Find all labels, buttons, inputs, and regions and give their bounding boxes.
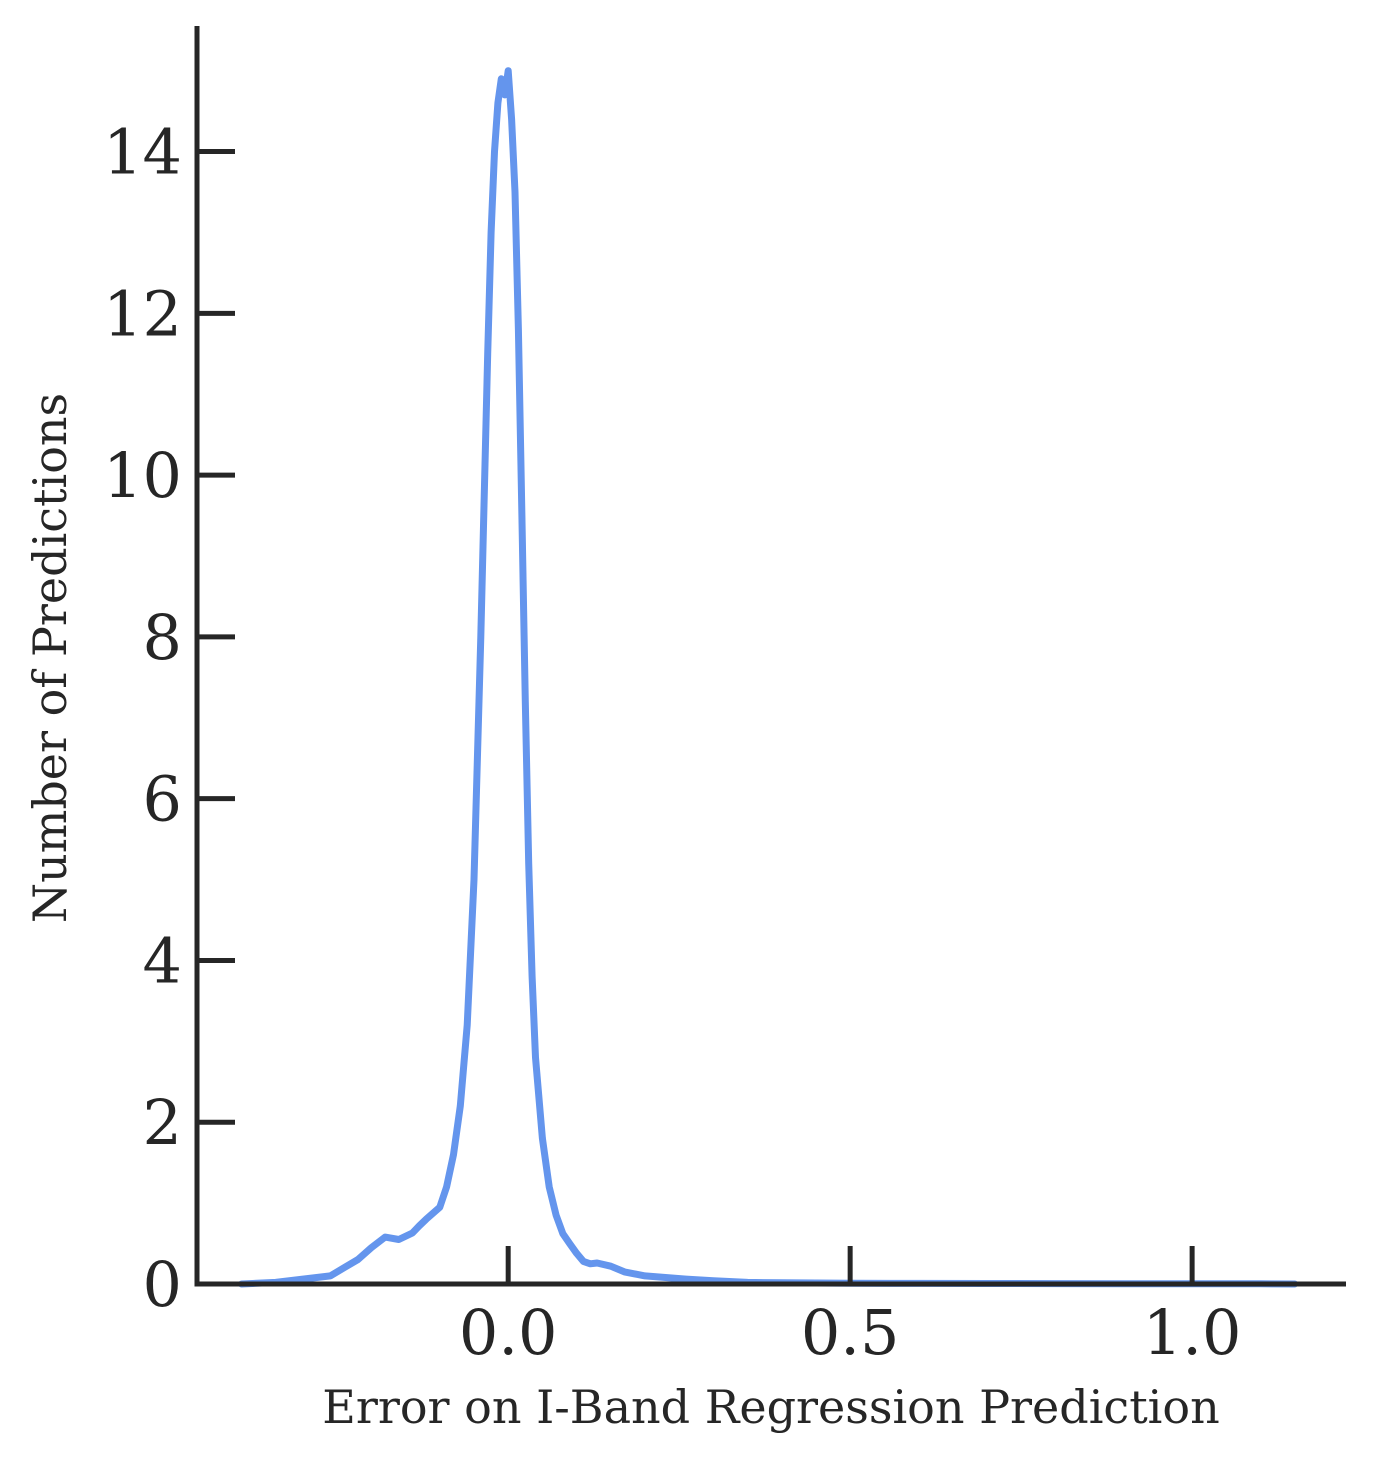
y-tick-label: 6	[143, 763, 182, 836]
plot-area	[238, 67, 1299, 1288]
y-tick-label: 10	[103, 439, 182, 512]
y-tick-label: 14	[103, 116, 182, 189]
x-tick-label: 1.0	[1143, 1296, 1242, 1369]
y-tick-label: 8	[143, 601, 182, 674]
y-tick-label: 4	[143, 924, 182, 997]
x-tick-label: 0.5	[801, 1296, 900, 1369]
y-tick-label: 12	[103, 277, 182, 350]
y-tick-label: 0	[143, 1248, 182, 1321]
y-tick-label: 2	[143, 1086, 182, 1159]
y-axis-ticks: 0 2 4 6 8 10 12 14	[103, 116, 235, 1321]
y-axis-label: Number of Predictions	[23, 393, 77, 923]
x-tick-label: 0.0	[459, 1296, 558, 1369]
x-axis-ticks: 0.0 0.5 1.0	[459, 1246, 1242, 1369]
kde-series-line	[238, 67, 1299, 1288]
x-axis-label: Error on I-Band Regression Prediction	[322, 1380, 1219, 1434]
